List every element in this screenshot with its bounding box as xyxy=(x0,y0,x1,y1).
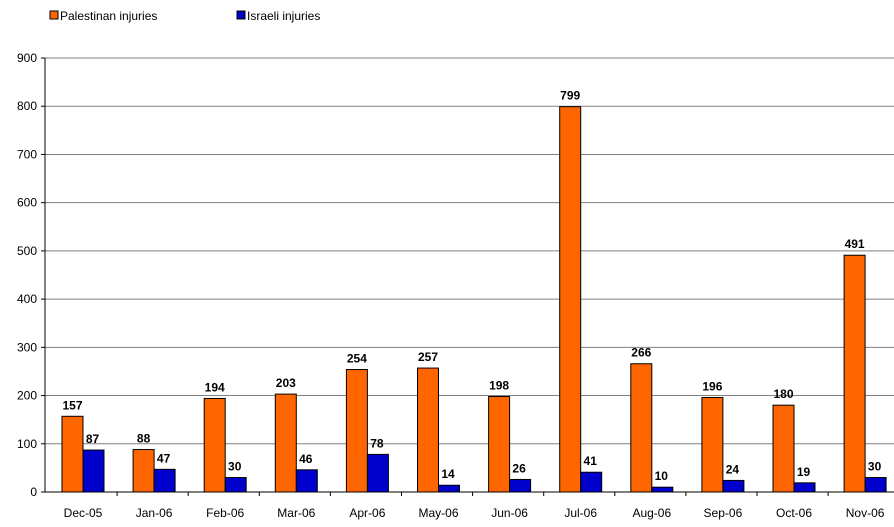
gridlines xyxy=(45,57,894,445)
data-label-palestinian: 194 xyxy=(205,380,225,394)
data-label-palestinian: 180 xyxy=(773,387,793,401)
legend-label: Israeli injuries xyxy=(247,9,320,23)
bar-palestinian xyxy=(843,254,866,493)
y-tick-label: 800 xyxy=(17,99,37,113)
data-label-israeli: 14 xyxy=(441,467,455,481)
y-tick-label: 700 xyxy=(17,147,37,161)
bar-palestinian xyxy=(417,367,439,493)
data-label-israeli: 78 xyxy=(370,436,384,450)
data-label-israeli: 46 xyxy=(299,452,313,466)
data-label-israeli: 30 xyxy=(868,460,882,474)
bar-israeli xyxy=(82,449,105,493)
data-label-palestinian: 254 xyxy=(347,352,367,366)
x-tick-label: Oct-06 xyxy=(776,506,812,520)
data-label-palestinian: 203 xyxy=(276,376,296,390)
bar-israeli xyxy=(438,484,460,493)
bar-palestinian xyxy=(345,369,368,493)
data-label-israeli: 30 xyxy=(228,460,242,474)
y-tick-label: 500 xyxy=(17,244,37,258)
data-label-palestinian: 88 xyxy=(137,432,151,446)
data-label-palestinian: 799 xyxy=(560,89,580,103)
data-label-israeli: 24 xyxy=(726,462,740,476)
y-tick-label: 900 xyxy=(17,51,37,65)
y-tick-label: 100 xyxy=(17,437,37,451)
bar-palestinian xyxy=(132,449,155,493)
x-tick-label: Nov-06 xyxy=(846,506,885,520)
x-tick-label: Jul-06 xyxy=(564,506,597,520)
bar-israeli xyxy=(793,482,816,493)
bar-palestinian xyxy=(559,106,582,493)
legend-label: Palestinan injuries xyxy=(60,9,157,23)
data-label-palestinian: 257 xyxy=(418,350,438,364)
bar-palestinian xyxy=(772,404,795,493)
legend: Palestinan injuries Israeli injuries xyxy=(49,9,320,23)
y-tick-label: 400 xyxy=(17,292,37,306)
legend-swatch xyxy=(236,10,246,20)
y-tick-label: 0 xyxy=(30,485,37,499)
bar-israeli xyxy=(509,478,532,493)
bar-israeli xyxy=(295,469,318,493)
x-tick-label: Apr-06 xyxy=(349,506,385,520)
bar-israeli xyxy=(864,477,887,493)
y-axis-ticks: 0 100 200 300 400 500 600 700 800 900 xyxy=(17,51,45,499)
y-tick-label: 600 xyxy=(17,196,37,210)
x-tick-label: Feb-06 xyxy=(206,506,244,520)
data-label-palestinian: 266 xyxy=(631,346,651,360)
data-label-palestinian: 196 xyxy=(702,379,722,393)
x-axis-ticks: Dec-05 Jan-06 Feb-06 Mar-06 Apr-06 May-06 Jun-… xyxy=(64,492,885,520)
data-label-israeli: 87 xyxy=(86,432,100,446)
data-label-palestinian: 491 xyxy=(845,237,865,251)
data-label-israeli: 26 xyxy=(512,461,526,475)
bar-palestinian xyxy=(274,393,297,493)
x-tick-label: Jun-06 xyxy=(491,506,528,520)
x-tick-label: Jan-06 xyxy=(136,506,173,520)
data-label-israeli: 19 xyxy=(797,465,811,479)
data-label-israeli: 41 xyxy=(584,454,598,468)
x-tick-label: Sep-06 xyxy=(704,506,743,520)
y-tick-label: 300 xyxy=(17,340,37,354)
x-tick-label: Aug-06 xyxy=(632,506,671,520)
data-label-palestinian: 198 xyxy=(489,379,509,393)
bar-palestinian xyxy=(203,397,226,493)
legend-swatch xyxy=(49,10,59,20)
bar-israeli xyxy=(580,471,603,493)
y-tick-label: 200 xyxy=(17,389,37,403)
data-label-israeli: 10 xyxy=(655,469,669,483)
x-tick-label: Mar-06 xyxy=(277,506,315,520)
bar-israeli xyxy=(153,468,176,493)
bar-israeli xyxy=(722,479,745,493)
data-label-israeli: 47 xyxy=(157,451,171,465)
bar-palestinian xyxy=(630,363,653,493)
bar-palestinian xyxy=(488,396,511,493)
data-label-palestinian: 157 xyxy=(62,398,82,412)
x-tick-label: Dec-05 xyxy=(64,506,103,520)
data-labels: 157 87 88 47 194 30 203 46 254 78 257 14 198 26 799 41 2… xyxy=(62,89,881,483)
x-tick-label: May-06 xyxy=(418,506,458,520)
bar-palestinian xyxy=(61,415,84,493)
bar-palestinian xyxy=(701,396,724,493)
bar-israeli xyxy=(366,453,389,493)
bar-israeli xyxy=(224,477,247,493)
bars xyxy=(61,106,887,493)
bar-israeli xyxy=(651,486,674,493)
